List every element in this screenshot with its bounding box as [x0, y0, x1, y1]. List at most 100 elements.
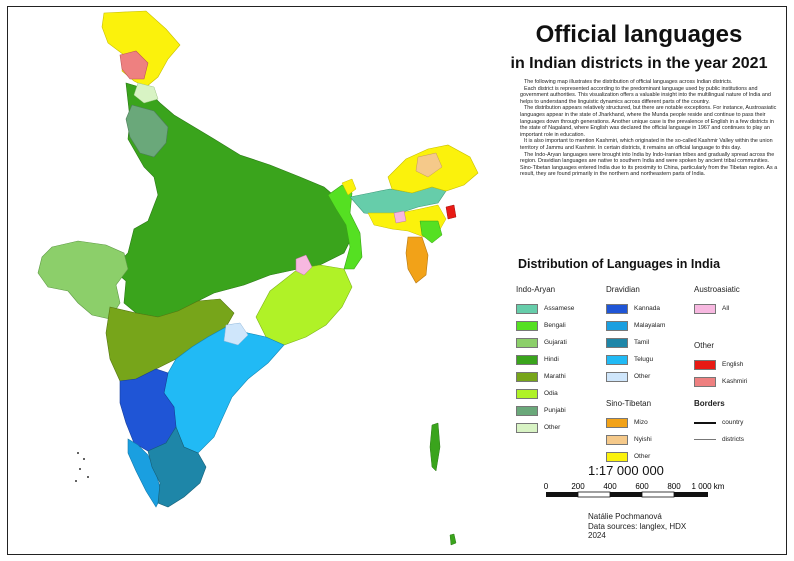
lakshadweep-islands: [75, 452, 89, 482]
region-mizo: [405, 236, 429, 284]
region-austroasiatic: [295, 254, 313, 276]
description-paragraph: The Indo-Aryan languages were brought in…: [520, 151, 778, 178]
legend-label: country: [722, 419, 744, 426]
scale-tick: 200: [571, 482, 585, 491]
scale-tick: 0: [544, 482, 549, 491]
legend-item: Other: [606, 368, 665, 385]
region-dravidian-other: [223, 322, 249, 346]
legend-group-indo-aryan: Indo-Aryan Assamese Bengali Gujarati Hin…: [516, 285, 574, 436]
legend-item: Kashmiri: [694, 373, 747, 390]
legend-label: Hindi: [544, 356, 559, 363]
legend-swatch: [516, 303, 538, 314]
legend-group-austroasiatic: Austroasiatic All: [694, 285, 740, 317]
legend-label: Gujarati: [544, 339, 567, 346]
legend-label: Assamese: [544, 305, 575, 312]
region-odia: [255, 264, 353, 346]
legend-swatch: [606, 337, 628, 348]
legend-swatch: [694, 359, 716, 370]
legend-item: Tamil: [606, 334, 665, 351]
legend-item: Punjabi: [516, 402, 574, 419]
legend-heading: Borders: [694, 399, 725, 408]
credit-year: 2024: [588, 531, 606, 540]
legend-label: English: [722, 361, 744, 368]
legend-group-borders: Borders country districts: [694, 399, 744, 448]
region-ne-bengali: [419, 220, 443, 244]
legend-group-other: Other English Kashmiri: [694, 341, 747, 390]
legend-item: Odia: [516, 385, 574, 402]
map-frame: 0 200 400 600 800 1 000 km Official lang…: [7, 6, 787, 555]
legend-label: Other: [544, 424, 561, 431]
region-gujarati: [37, 240, 129, 320]
scale-bar: 0 200 400 600 800 1 000 km: [544, 482, 725, 498]
credits: Natálie Pochmanová Data sources: langlex…: [588, 512, 686, 541]
legend-group-dravidian: Dravidian Kannada Malayalam Tamil Telugu…: [606, 285, 665, 385]
legend-item: Malayalam: [606, 317, 665, 334]
legend-label: Telugu: [634, 356, 654, 363]
legend-swatch: [606, 451, 628, 462]
description-paragraph: It is also important to mention Kashmiri…: [520, 138, 773, 151]
legend-item: Mizo: [606, 414, 652, 431]
scale-tick: 600: [635, 482, 649, 491]
region-indoaryan-other: [133, 82, 159, 104]
region-andaman: [429, 422, 441, 472]
legend-item: All: [694, 300, 740, 317]
legend-item: districts: [694, 431, 744, 448]
page-title: Official languages: [535, 21, 743, 48]
scale-tick: 1 000 km: [692, 482, 725, 491]
legend-item: Other: [516, 419, 574, 436]
legend-item: Nyishi: [606, 431, 652, 448]
legend-swatch: [516, 320, 538, 331]
legend-swatch: [606, 417, 628, 428]
legend-label: Other: [634, 453, 651, 460]
legend-item: country: [694, 414, 744, 431]
legend-label: Mizo: [634, 419, 648, 426]
map-scale: 1:17 000 000: [588, 463, 664, 478]
legend-item: Bengali: [516, 317, 574, 334]
legend-heading: Indo-Aryan: [516, 285, 556, 294]
legend-swatch: [516, 371, 538, 382]
legend-swatch: [516, 388, 538, 399]
description-paragraph: The following map illustrates the distri…: [524, 79, 733, 85]
legend-swatch: [606, 320, 628, 331]
legend-label: Nyishi: [634, 436, 652, 443]
legend-label: districts: [722, 436, 745, 443]
legend-label: Punjabi: [544, 407, 566, 414]
data-sources: Data sources: langlex, HDX: [588, 521, 687, 531]
region-sikkim: [341, 178, 357, 196]
region-nyishi: [415, 152, 443, 178]
scale-tick: 400: [603, 482, 617, 491]
legend-swatch: [606, 303, 628, 314]
legend-swatch: [516, 422, 538, 433]
description-paragraph: The distribution appears relatively stru…: [520, 105, 777, 138]
legend-item: Telugu: [606, 351, 665, 368]
legend-group-sino-tibetan: Sino-Tibetan Mizo Nyishi Other: [606, 399, 652, 465]
legend-item: Gujarati: [516, 334, 574, 351]
legend-label: Other: [634, 373, 651, 380]
scale-tick: 800: [667, 482, 681, 491]
legend-label: Tamil: [634, 339, 650, 346]
legend-item: Hindi: [516, 351, 574, 368]
description: The following map illustrates the distri…: [520, 79, 778, 178]
legend-swatch: [516, 405, 538, 416]
legend-heading: Other: [694, 341, 715, 350]
legend-item: English: [694, 356, 747, 373]
page-subtitle: in Indian districts in the year 2021: [510, 55, 768, 72]
legend-heading: Sino-Tibetan: [606, 399, 652, 408]
legend-item: Assamese: [516, 300, 574, 317]
legend-swatch: [694, 303, 716, 314]
legend-label: Bengali: [544, 322, 566, 329]
region-punjabi: [125, 104, 169, 158]
country-border-swatch: [694, 421, 716, 424]
legend-label: Odia: [544, 390, 558, 397]
region-hindi: [111, 82, 355, 318]
legend-swatch: [694, 376, 716, 387]
description-paragraph: Each district is represented according t…: [520, 85, 771, 105]
legend-item: Other: [606, 448, 652, 465]
legend-swatch: [606, 354, 628, 365]
legend-swatch: [606, 434, 628, 445]
legend-label: All: [722, 305, 730, 312]
region-nicobar: [449, 533, 457, 546]
legend-item: Marathi: [516, 368, 574, 385]
legend-heading: Austroasiatic: [694, 285, 740, 294]
legend-heading: Dravidian: [606, 285, 640, 294]
